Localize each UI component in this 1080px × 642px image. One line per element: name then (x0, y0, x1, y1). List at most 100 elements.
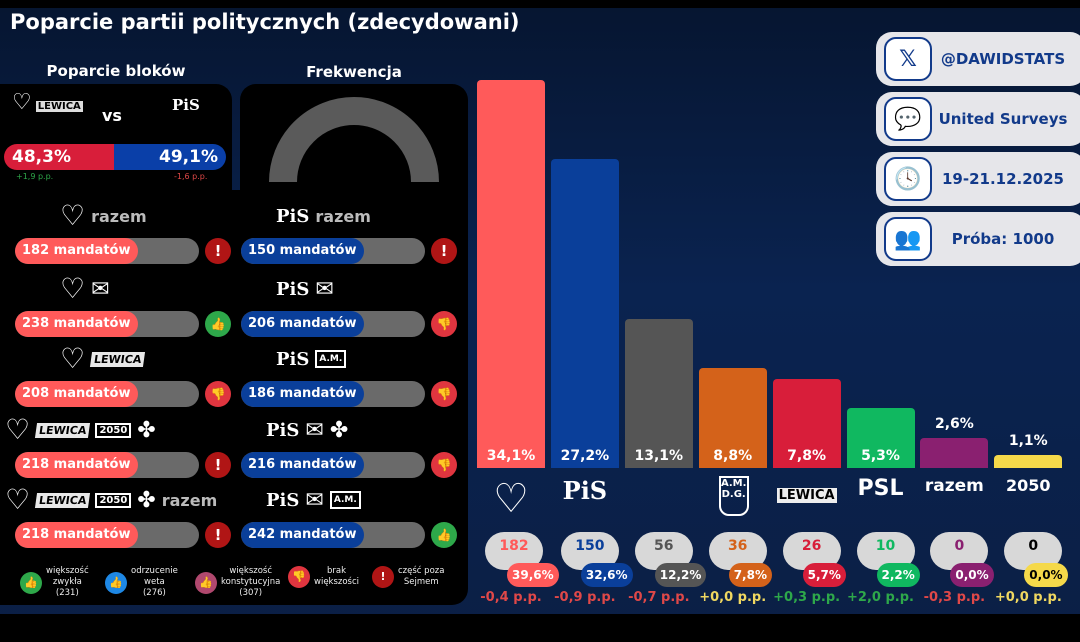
psl-logo: ✤ (137, 487, 156, 513)
bar (550, 158, 619, 468)
seat-share-badge: 5,7% (802, 563, 846, 587)
coalition-seats-bar: 150 mandatów (241, 238, 425, 264)
coalition-row: PiS razem 150 mandatów! (226, 200, 457, 280)
party-logo: PiS (562, 476, 608, 505)
legend-line: (231) (55, 588, 79, 598)
party-logo: LEWICA (776, 488, 837, 503)
support-change: +0,0 p.p. (994, 590, 1062, 605)
bar (846, 407, 915, 468)
psl-logo: ✤ (329, 417, 349, 443)
coalition-seats-bar: 218 mandatów (15, 522, 199, 548)
coalition-row: ♡ ✉ 238 mandatów 👍 (0, 273, 231, 353)
seat-share-badge: 7,8% (728, 563, 772, 587)
info-text: 19-21.12.2025 (942, 170, 1064, 188)
coalition-row: ♡ LEWICA 2050 ✤ 218 mandatów! (0, 414, 231, 494)
pis-logo: PiS (276, 205, 310, 227)
party-logo: A.M. D.G. (718, 476, 749, 516)
heart-logo: ♡ (5, 483, 31, 516)
party-logo: razem (924, 476, 984, 496)
bar (698, 367, 767, 468)
lewica-logo: LEWICA (90, 351, 146, 367)
people-icon: 👥 (884, 217, 932, 261)
pis-logo: PiS (276, 348, 310, 370)
konfederacja-logo: ✉ (305, 417, 324, 443)
info-card: 🕓 19-21.12.2025 (876, 152, 1080, 206)
x-logo-icon: 𝕏 (884, 37, 932, 81)
blocks-title: Poparcie bloków (46, 62, 186, 80)
bar-value-label: 27,2% (560, 448, 610, 464)
party-logo: 2050 (1006, 476, 1051, 495)
konfederacja-logo: ✉ (305, 487, 324, 513)
coalition-seats-label: 216 mandatów (241, 452, 365, 478)
coalition-logos: ♡ razem (60, 200, 147, 232)
turnout-title: Frekwencja (306, 63, 402, 81)
exclamation-icon: ! (205, 452, 231, 478)
info-card: 💬 United Surveys (876, 92, 1080, 146)
thumbs-down-icon: 👎 (288, 566, 310, 588)
bar (772, 379, 841, 468)
legend-text: odrzucenie weta (276) (131, 566, 178, 599)
info-text: @DAWIDSTATS (940, 50, 1066, 68)
legend-item: 👎 brak większości (288, 566, 359, 588)
2050-logo: 2050 (95, 422, 132, 438)
legend-line: część poza (398, 566, 445, 576)
coalition-seats-bar: 218 mandatów (15, 452, 199, 478)
support-change: -0,7 p.p. (628, 590, 690, 605)
coalition-seats-bar: 238 mandatów (15, 311, 199, 337)
coalition-seats-label: 238 mandatów (15, 311, 139, 337)
korona-logo: A.M. (329, 491, 361, 509)
coalition-seats-bar: 242 mandatów (241, 522, 425, 548)
info-card: 𝕏 @DAWIDSTATS (876, 32, 1080, 86)
seat-share-badge: 12,2% (654, 563, 707, 587)
left-block-change: +1,9 p.p. (16, 172, 54, 181)
coalition-seats-bar: 186 mandatów (241, 381, 425, 407)
bar (994, 455, 1063, 468)
left-block-logos: ♡ LEWICA (12, 90, 83, 115)
coalition-seats-label: 218 mandatów (15, 522, 139, 548)
right-block-change: -1,6 p.p. (174, 172, 208, 181)
seat-share-badge: 0,0% (1024, 563, 1068, 587)
support-change: -0,3 p.p. (923, 590, 986, 605)
right-block-logos: PiS (172, 96, 200, 114)
coalition-seats-label: 206 mandatów (241, 311, 365, 337)
legend-item: ! część poza Sejmem (372, 566, 444, 588)
exclamation-icon: ! (372, 566, 394, 588)
pis-logo: PiS (266, 419, 300, 441)
coalition-seats-bar: 206 mandatów (241, 311, 425, 337)
legend-line: (276) (142, 588, 166, 598)
top-bar (0, 0, 1080, 8)
coalition-row: ♡ LEWICA 208 mandatów 👎 (0, 342, 231, 423)
seat-share-badge: 32,6% (580, 563, 633, 587)
coalition-seats-label: 186 mandatów (241, 381, 365, 407)
clock-icon: 🕓 (884, 157, 932, 201)
bar-value-label: 8,8% (713, 448, 753, 464)
bar-value-label: 34,1% (486, 448, 536, 464)
legend-line: Sejmem (403, 577, 439, 587)
support-change: -0,9 p.p. (554, 590, 616, 605)
bar-value-label: 5,3% (861, 448, 900, 464)
block-support-bar: 48,3% 49,1% (4, 144, 226, 170)
thumbs-down-icon: 👎 (431, 311, 457, 337)
legend-line: brak (327, 566, 347, 576)
psl-logo: ✤ (137, 417, 156, 443)
coalition-logos: ♡ LEWICA 2050 ✤ (5, 414, 156, 446)
coalition-logos: PiS razem (276, 200, 371, 232)
2050-logo: 2050 (95, 492, 132, 508)
legend-line: weta (144, 577, 165, 587)
legend-line: (307) (239, 588, 263, 598)
heart-logo: ♡ (60, 342, 86, 375)
turnout-gauge (269, 97, 439, 183)
heart-logo: ♡ (60, 199, 86, 232)
info-text: United Surveys (938, 110, 1068, 128)
exclamation-icon: ! (431, 238, 457, 264)
konfederacja-logo: ✉ (91, 276, 110, 302)
support-change: -0,4 p.p. (480, 590, 542, 605)
party-logo: ♡ (493, 476, 529, 522)
pis-logo: PiS (266, 489, 300, 511)
legend-line: większość (229, 566, 273, 576)
thumbs-down-icon: 👎 (205, 381, 231, 407)
seat-share-badge: 39,6% (507, 563, 559, 587)
pis-logo: PiS (276, 278, 310, 300)
coalition-row: PiS ✉ ✤ 216 mandatów 👎 (226, 414, 457, 494)
bar (920, 438, 989, 468)
